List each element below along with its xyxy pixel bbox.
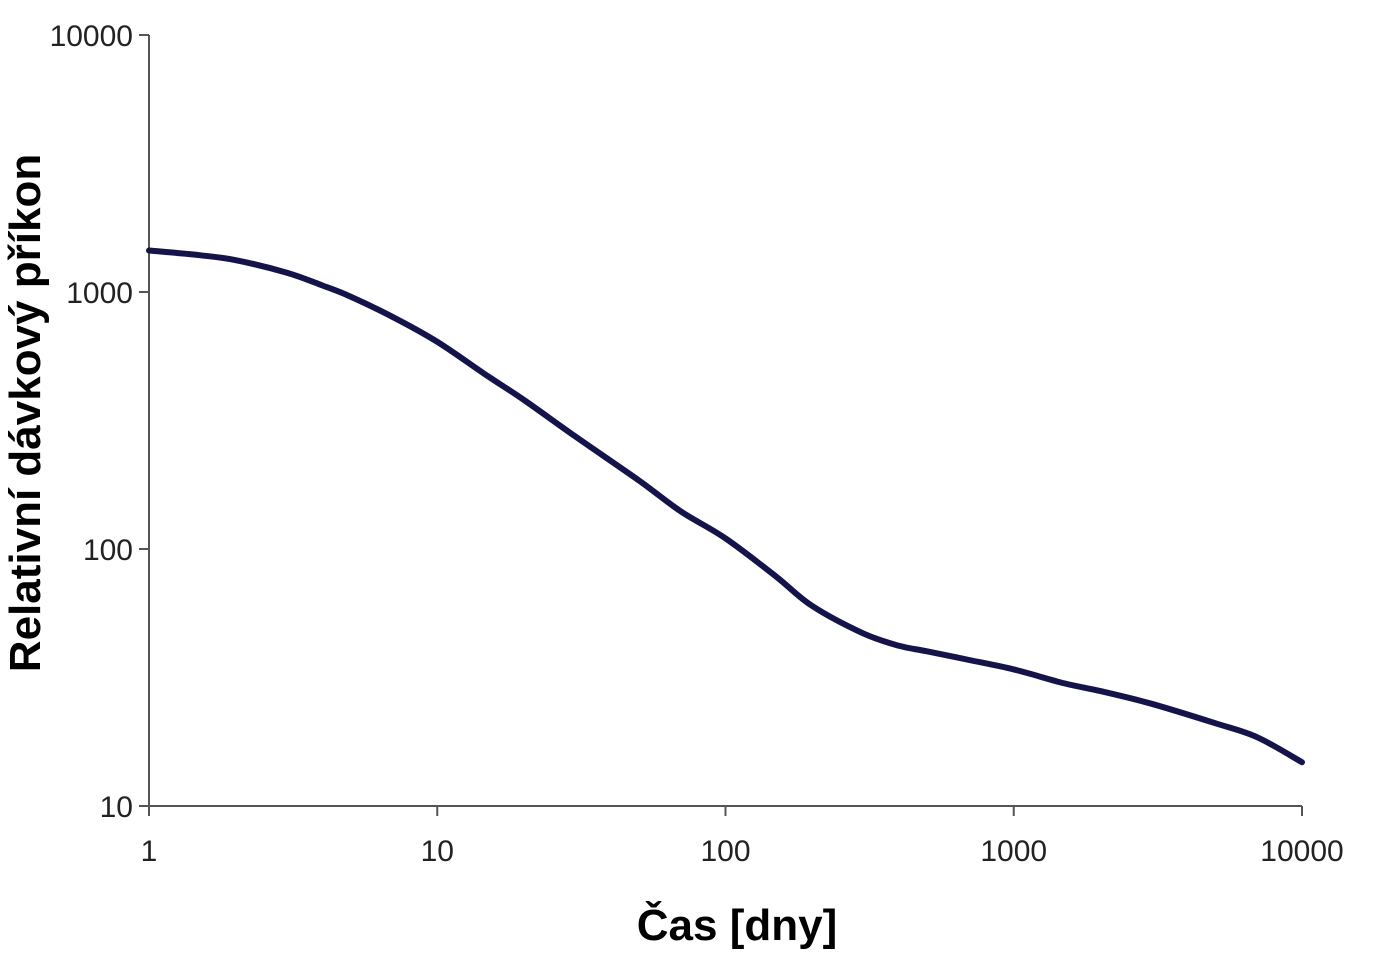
x-tick-label: 100	[700, 835, 750, 868]
x-axis-ticks: 1 10 100 1000 10000	[141, 806, 1344, 868]
data-series-line	[146, 247, 1305, 766]
y-tick-label: 10000	[50, 20, 133, 53]
x-tick-label: 1	[141, 835, 158, 868]
y-axis-title: Relativní dávkový příkon	[1, 154, 50, 672]
y-tick-label: 100	[83, 534, 133, 567]
x-tick-label: 10	[421, 835, 454, 868]
x-axis-title: Čas [dny]	[637, 899, 837, 950]
y-axis-ticks: 10 100 1000 10000	[50, 20, 149, 824]
y-tick-label: 10	[100, 791, 133, 824]
x-tick-label: 1000	[980, 835, 1047, 868]
y-tick-label: 1000	[66, 277, 133, 310]
x-tick-label: 10000	[1260, 835, 1343, 868]
